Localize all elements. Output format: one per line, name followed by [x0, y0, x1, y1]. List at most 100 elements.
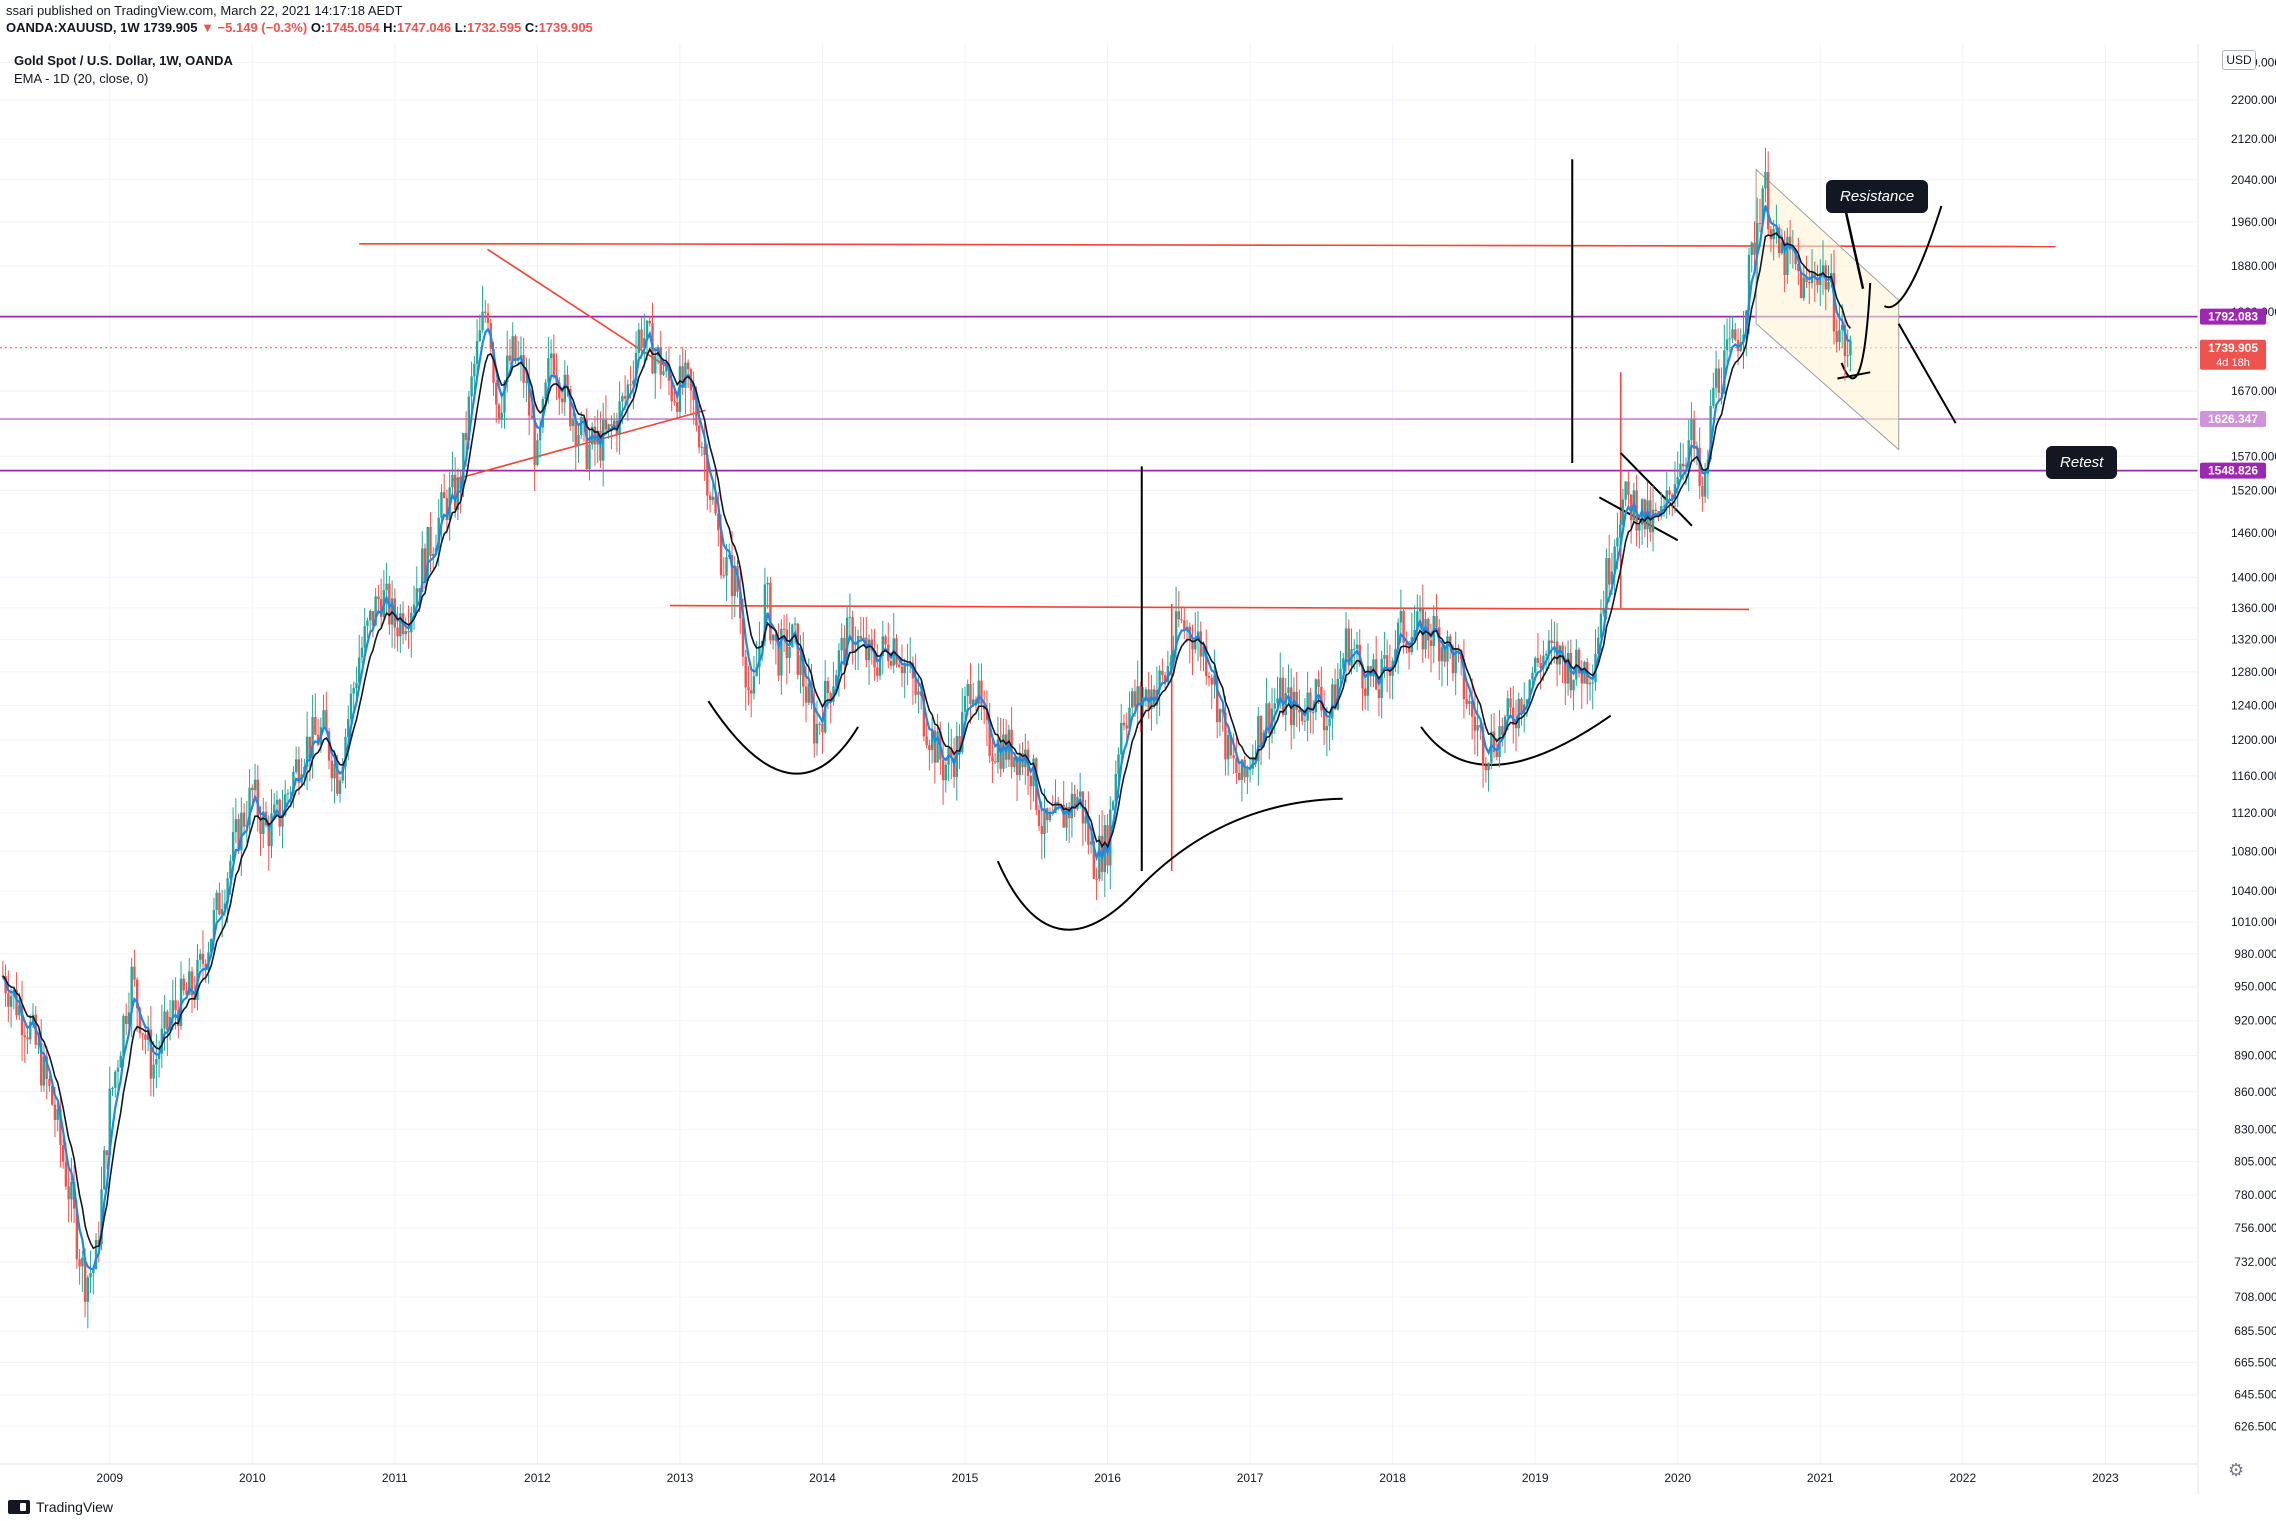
candle-body	[525, 381, 528, 383]
candle-body	[1073, 793, 1076, 810]
candle-body	[697, 425, 701, 448]
candle-body	[286, 793, 290, 795]
currency-button[interactable]: USD	[2222, 50, 2256, 70]
candle-body	[15, 989, 18, 1016]
candle-body	[1838, 329, 1841, 343]
candle-body	[1769, 229, 1773, 240]
price-tick-label: 1040.000	[2231, 884, 2276, 898]
price-chart[interactable]: 2280.0002200.0002120.0002040.0001960.000…	[0, 44, 2276, 1494]
legend-title: Gold Spot / U.S. Dollar, 1W, OANDA	[14, 53, 233, 68]
candle-body	[1344, 628, 1348, 659]
candle-body	[722, 575, 725, 577]
candle-body	[1322, 710, 1326, 731]
retest-pointer	[1897, 323, 1957, 424]
ema-line	[1, 205, 1851, 1271]
candle-body	[231, 832, 235, 861]
candle-body	[144, 1034, 147, 1040]
candle-body	[969, 684, 972, 705]
candle-body	[50, 1085, 54, 1105]
candle-body	[1827, 282, 1830, 290]
time-tick-label: 2023	[2092, 1471, 2119, 1485]
candle-body	[1583, 661, 1586, 684]
candle-body	[1547, 640, 1551, 654]
candle-body	[396, 627, 399, 637]
candle-body	[1687, 440, 1690, 466]
candle-body	[1577, 649, 1581, 674]
candle-body	[941, 759, 945, 781]
candle-body	[1265, 703, 1268, 733]
candle-body	[1643, 499, 1647, 530]
candle-body	[758, 645, 761, 667]
candle-body	[508, 355, 512, 361]
candle-body	[130, 966, 133, 1013]
price-tick-label: 665.500	[2234, 1355, 2276, 1369]
candle-body	[708, 495, 712, 500]
candle-body	[347, 719, 350, 737]
candle-body	[1618, 524, 1622, 538]
price-tick-label: 1400.000	[2231, 570, 2276, 584]
time-tick-label: 2010	[239, 1471, 266, 1485]
candle-body	[1723, 350, 1726, 394]
time-tick-label: 2017	[1237, 1471, 1264, 1485]
candle-body	[218, 892, 221, 915]
candle-body	[607, 424, 610, 430]
candle-body	[223, 903, 227, 910]
candle-body	[711, 496, 715, 500]
candle-body	[717, 513, 720, 531]
gear-icon[interactable]: ⚙	[2228, 1460, 2245, 1480]
candle-body	[807, 683, 810, 703]
candle-body	[352, 688, 355, 694]
candle-body	[623, 396, 627, 399]
candle-body	[470, 376, 473, 397]
candle-body	[1638, 524, 1641, 531]
candle-body	[1849, 340, 1852, 356]
candle-body	[522, 355, 525, 383]
candle-body	[1279, 677, 1282, 699]
candle-body	[141, 1033, 144, 1035]
candle-body	[336, 764, 339, 794]
candle-body	[437, 517, 440, 548]
candle-body	[1531, 672, 1534, 680]
candle-body	[1353, 648, 1356, 650]
candle-body	[278, 799, 281, 827]
price-tick-label: 2120.000	[2231, 132, 2276, 146]
candle-body	[1717, 368, 1721, 393]
candle-body	[368, 611, 372, 621]
candle-body	[253, 779, 257, 791]
candle-body	[1147, 689, 1150, 710]
candle-body	[445, 498, 449, 521]
candle-body	[944, 764, 948, 781]
price-tick-label: 732.000	[2234, 1255, 2276, 1269]
candle-body	[739, 591, 742, 619]
candle-body	[81, 1257, 84, 1267]
price-tick-label: 2200.000	[2231, 93, 2276, 107]
candle-body	[506, 355, 509, 382]
candle-body	[1766, 171, 1770, 230]
candle-body	[1043, 808, 1046, 834]
candle-body	[462, 432, 465, 489]
candle-body	[478, 330, 482, 342]
candle-body	[1377, 689, 1381, 698]
candle-body	[1462, 659, 1466, 700]
candle-body	[1191, 639, 1194, 650]
candle-body	[503, 381, 506, 413]
candle-body	[251, 787, 254, 791]
low-label: L:	[454, 20, 467, 35]
price-tick-label: 645.500	[2234, 1388, 2276, 1402]
candle-body	[802, 654, 805, 687]
candle-body	[70, 1181, 73, 1200]
price-tick-label: 980.000	[2234, 947, 2276, 961]
candle-body	[1846, 355, 1849, 357]
candle-body	[659, 346, 662, 375]
candle-body	[813, 703, 816, 744]
candle-body	[1788, 236, 1792, 250]
candle-body	[1418, 608, 1422, 612]
price-tick-label: 1960.000	[2231, 215, 2276, 229]
candle-body	[1602, 609, 1605, 614]
candle-body	[42, 1056, 46, 1086]
candle-body	[1057, 801, 1060, 806]
candle-body	[1624, 481, 1627, 500]
candle-body	[1629, 494, 1633, 521]
candle-body	[1284, 693, 1287, 716]
candle-body	[379, 599, 383, 617]
